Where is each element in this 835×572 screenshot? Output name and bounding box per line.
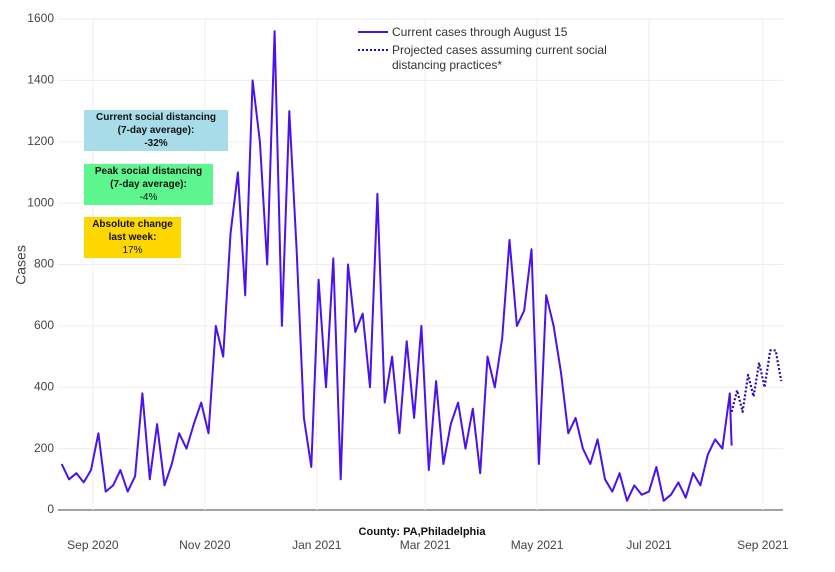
annotation-line: (7-day average): [110, 179, 187, 190]
x-tick-label: May 2021 [511, 538, 564, 552]
y-tick-label: 1000 [27, 195, 54, 209]
x-tick-label: Jul 2021 [626, 538, 672, 552]
annotation: Current social distancing (7-day average)… [84, 110, 228, 151]
legend-swatch [358, 31, 388, 33]
annotation-line: Current social distancing [95, 112, 217, 123]
series-line [730, 349, 783, 413]
y-tick-label: 800 [34, 257, 54, 271]
y-tick-label: 0 [47, 502, 54, 516]
grid [58, 18, 783, 511]
x-tick-label: Mar 2021 [400, 538, 451, 552]
annotation-line: last week: [108, 232, 157, 243]
y-tick-label: 1200 [27, 134, 54, 148]
legend-item: Projected cases assuming current social … [356, 43, 620, 73]
x-tick-label: Nov 2020 [179, 538, 231, 552]
y-axis-title: Cases [13, 245, 29, 285]
annotation: Peak social distancing (7-day average): -4… [84, 164, 213, 205]
legend-label: Current cases through August 15 [392, 25, 568, 39]
series-line [60, 30, 733, 502]
legend: Current cases through August 15 Projected… [356, 25, 620, 76]
x-axis-title: County: PA,Philadelphia [359, 526, 487, 538]
legend-item: Current cases through August 15 [356, 25, 620, 40]
x-tick-label: Sep 2021 [737, 538, 789, 552]
annotation: Absolute change last week: 17% [84, 217, 181, 258]
x-tick-label: Jan 2021 [292, 538, 342, 552]
annotation-line: Peak social distancing [94, 166, 203, 177]
y-tick-label: 200 [34, 441, 54, 455]
y-tick-label: 1600 [27, 11, 54, 25]
annotation-line: 17% [122, 245, 143, 256]
annotation-line: -4% [139, 192, 158, 203]
annotation-line: -32% [144, 138, 168, 149]
annotation-line: Absolute change [92, 219, 173, 230]
annotation-line: (7-day average): [117, 125, 195, 136]
x-tick-label: Sep 2020 [67, 538, 119, 552]
y-tick-label: 600 [34, 318, 54, 332]
legend-swatch [358, 49, 388, 51]
legend-label: Projected cases assuming current social … [392, 43, 607, 72]
y-tick-label: 400 [34, 379, 54, 393]
y-tick-label: 1400 [27, 73, 54, 87]
